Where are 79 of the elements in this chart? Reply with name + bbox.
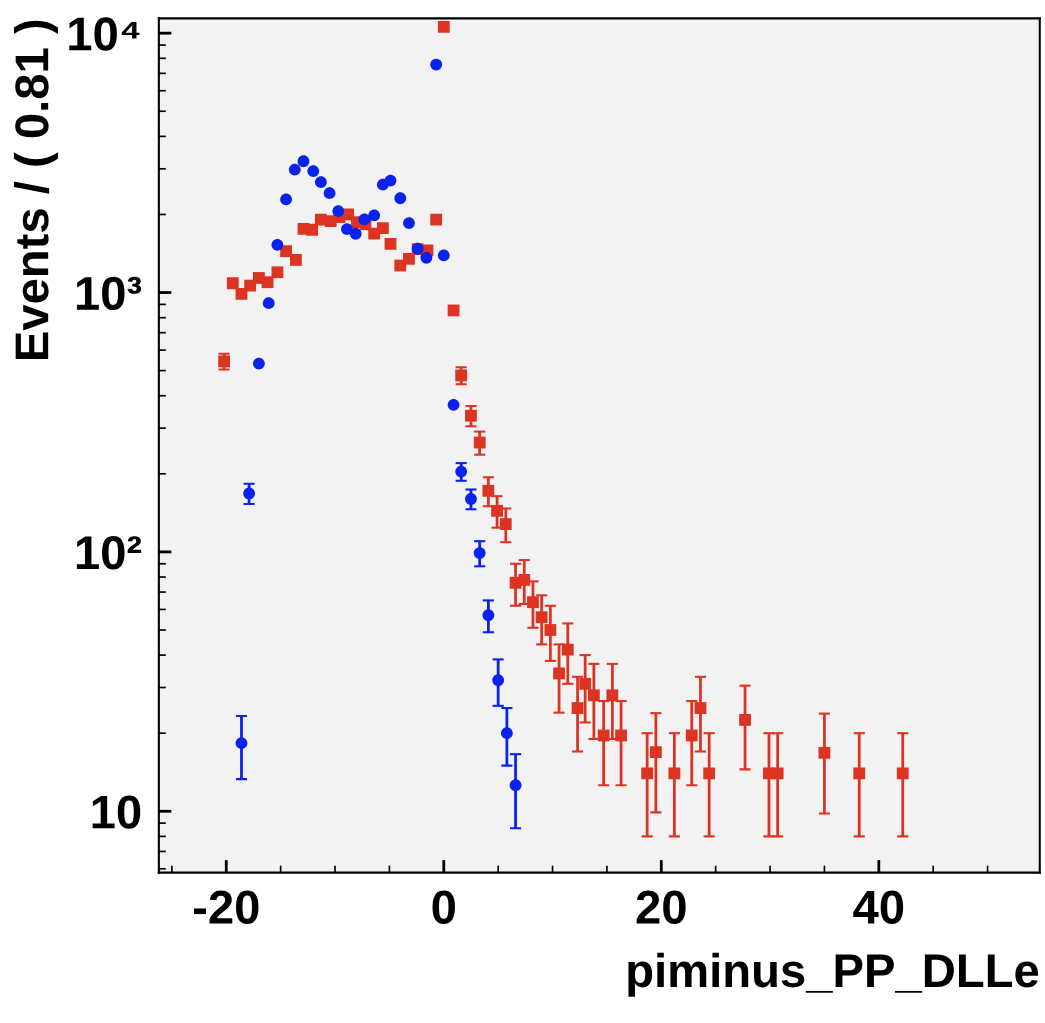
point: [288, 163, 301, 176]
point: [226, 277, 239, 290]
point: [641, 767, 654, 780]
point: [306, 223, 319, 236]
point: [349, 227, 362, 240]
point: [473, 547, 486, 559]
point: [323, 187, 336, 200]
point: [896, 767, 909, 780]
point: [473, 436, 486, 449]
point: [561, 643, 574, 656]
point: [553, 667, 565, 680]
point: [853, 767, 866, 780]
y-tick-label: 10²: [76, 536, 142, 570]
point: [500, 727, 513, 740]
point: [649, 746, 662, 759]
x-tick-label: 20: [636, 890, 686, 924]
point: [271, 238, 284, 251]
point: [261, 276, 274, 289]
point: [535, 611, 548, 624]
point: [280, 193, 292, 206]
point: [252, 357, 265, 370]
point: [465, 409, 477, 422]
point: [818, 746, 831, 759]
point: [358, 213, 371, 226]
point: [341, 223, 353, 236]
point: [544, 624, 557, 636]
point: [307, 165, 320, 177]
y-tick-label: 10³: [76, 276, 142, 311]
point: [384, 174, 397, 187]
point: [597, 729, 610, 742]
y-axis-title: Events / ( 0.81 ): [13, 20, 58, 360]
point: [587, 689, 600, 702]
point: [491, 504, 503, 517]
point: [482, 484, 495, 497]
point: [430, 58, 443, 71]
point: [482, 609, 495, 622]
x-axis-title: piminus_PP_DLLe: [628, 952, 1039, 997]
point: [771, 767, 784, 780]
point: [518, 573, 531, 586]
point: [314, 176, 327, 189]
point: [430, 213, 443, 226]
y-tick-label: 10: [92, 795, 141, 829]
point: [455, 465, 468, 478]
point: [384, 237, 397, 250]
point: [289, 254, 302, 266]
point: [376, 222, 389, 234]
point: [262, 297, 275, 310]
point: [368, 209, 381, 222]
point: [271, 266, 284, 279]
x-tick-label: -20: [193, 890, 259, 924]
point: [579, 677, 592, 690]
point: [403, 252, 415, 265]
point: [668, 767, 681, 780]
y-tick-label: 10⁴: [69, 17, 140, 51]
point: [332, 205, 345, 218]
point: [403, 217, 415, 230]
point: [703, 767, 716, 780]
point: [739, 714, 751, 726]
point: [527, 596, 539, 609]
point: [297, 155, 310, 168]
point: [499, 518, 512, 530]
point: [606, 689, 619, 702]
point: [694, 702, 707, 714]
point: [437, 21, 450, 33]
point: [685, 729, 698, 742]
point: [235, 737, 248, 750]
point: [615, 729, 627, 742]
point: [420, 251, 433, 264]
point: [465, 493, 477, 505]
point: [394, 192, 407, 205]
point: [243, 487, 256, 500]
point: [571, 702, 584, 714]
point: [437, 249, 450, 262]
point: [509, 779, 522, 792]
point: [447, 398, 460, 411]
point: [455, 369, 468, 382]
x-tick-label: 0: [432, 890, 455, 924]
x-tick-label: 40: [853, 890, 904, 924]
point: [492, 674, 505, 687]
